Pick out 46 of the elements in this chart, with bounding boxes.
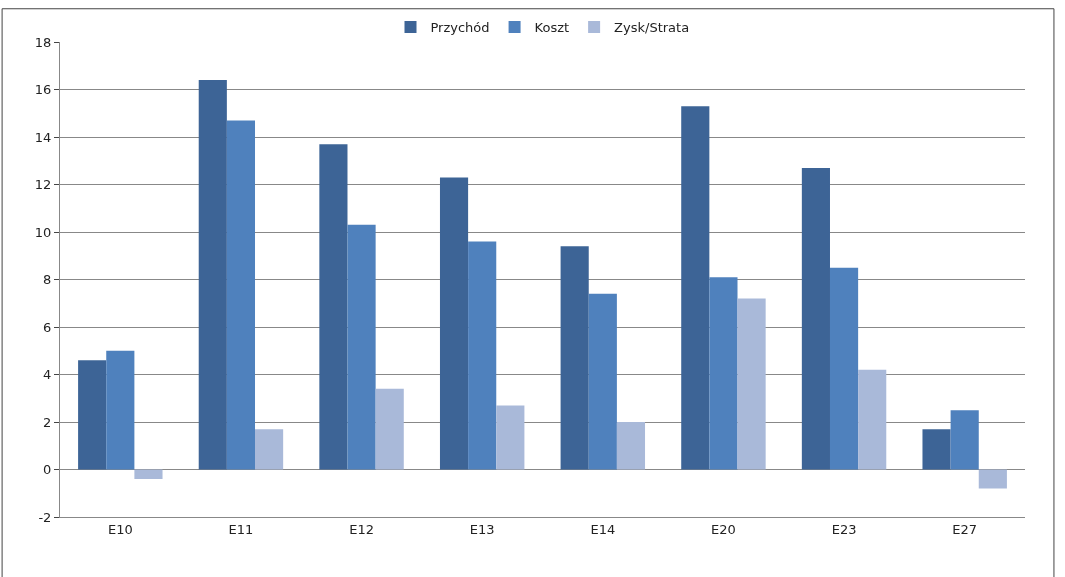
bar (950, 410, 979, 470)
x-tick-label: E10 (107, 521, 133, 537)
bar (134, 469, 163, 479)
y-tick-label: 0 (43, 462, 52, 478)
y-tick-label: 14 (34, 129, 52, 145)
y-tick-label: 16 (34, 82, 52, 98)
y-tick-label: 10 (34, 224, 52, 240)
x-tick-label: E11 (228, 521, 254, 537)
bar (106, 350, 135, 470)
bar (858, 369, 887, 470)
bar (560, 246, 589, 470)
x-tick-label: E12 (349, 521, 374, 537)
y-tick-label: 6 (43, 319, 52, 335)
bar (737, 298, 766, 470)
bar (319, 144, 348, 470)
x-tick-label: E13 (469, 521, 495, 537)
y-tick-label: 4 (43, 367, 52, 383)
bar (496, 405, 525, 470)
y-tick-label: 12 (34, 177, 52, 193)
y-tick-label: 8 (43, 272, 52, 288)
y-tick-label: 2 (43, 414, 52, 430)
bar (829, 267, 859, 470)
legend-label: Koszt (534, 20, 570, 36)
bar (709, 277, 738, 470)
bar (347, 224, 376, 470)
bar (801, 167, 830, 470)
y-tick-label: -2 (38, 509, 52, 525)
bar (375, 388, 404, 470)
x-tick-label: E20 (711, 521, 736, 537)
x-tick-label: E27 (952, 521, 978, 537)
bar (468, 241, 497, 470)
bar (198, 80, 227, 470)
bar (226, 120, 256, 470)
x-tick-label: E14 (590, 521, 616, 537)
bar (588, 293, 617, 470)
legend-label: Przychód (430, 20, 490, 36)
x-tick-label: E23 (831, 521, 857, 537)
bar (255, 429, 284, 470)
bar (922, 429, 951, 470)
bar (978, 469, 1007, 489)
bar (78, 360, 107, 470)
legend-label: Zysk/Strata (614, 20, 690, 36)
y-tick-label: 18 (34, 34, 52, 50)
bar (439, 177, 469, 470)
bar (681, 106, 710, 470)
bar (616, 422, 646, 470)
